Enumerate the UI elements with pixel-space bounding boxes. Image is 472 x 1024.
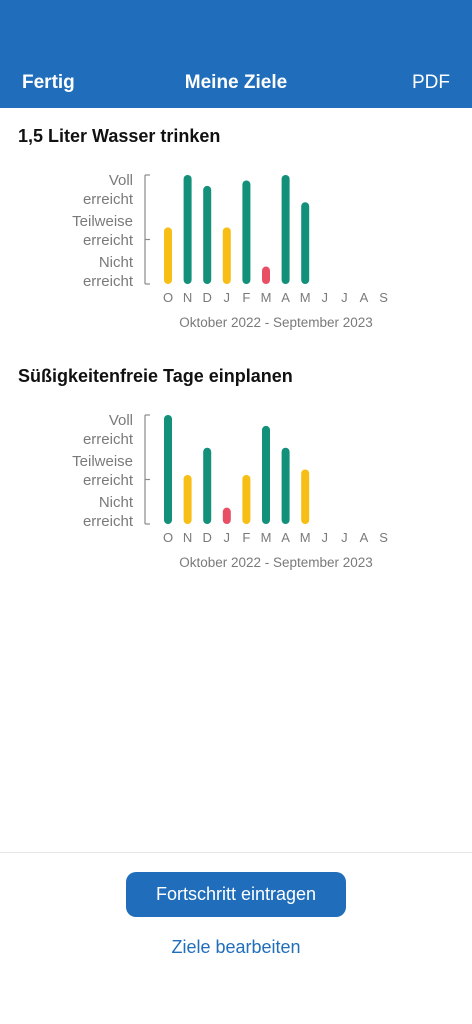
period-label: Oktober 2022 - September 2023 — [179, 555, 373, 570]
bar-full — [242, 180, 251, 284]
x-axis-label: J — [322, 290, 329, 305]
navigation-bar: Fertig Meine Ziele PDF — [0, 0, 472, 108]
period-label: Oktober 2022 - September 2023 — [179, 315, 373, 330]
bar-partial — [222, 227, 231, 284]
x-axis-label: D — [203, 290, 212, 305]
goal-title-water: 1,5 Liter Wasser trinken — [18, 126, 221, 146]
y-axis-label: erreicht — [83, 232, 134, 249]
bar-full — [281, 447, 290, 524]
pdf-button[interactable]: PDF — [412, 72, 450, 93]
x-axis-label: J — [224, 530, 231, 545]
x-axis-label: M — [300, 530, 311, 545]
x-axis-label: A — [360, 290, 369, 305]
x-axis-label: M — [261, 290, 272, 305]
x-axis-label: S — [379, 290, 388, 305]
bar-chart: Voll erreicht Teilweise erreicht Nicht erreic… — [72, 172, 388, 330]
bar-full — [164, 415, 172, 524]
x-axis-label: N — [183, 530, 192, 545]
x-axis-label: O — [163, 290, 173, 305]
bar-full — [262, 425, 270, 524]
goal-chart-sweets: Voll erreicht Teilweise erreicht Nicht erreic… — [0, 405, 472, 595]
x-axis-label: D — [203, 530, 212, 545]
bar-partial — [242, 474, 251, 524]
x-axis-label: F — [242, 290, 250, 305]
x-axis-label: J — [341, 290, 348, 305]
edit-goals-link[interactable]: Ziele bearbeiten — [171, 937, 301, 957]
x-axis-label: M — [261, 530, 272, 545]
y-axis-label: Voll — [109, 172, 133, 189]
y-axis-label: erreicht — [83, 273, 134, 290]
goal-title-sweets: Süßigkeitenfreie Tage einplanen — [18, 366, 293, 386]
bar-partial — [301, 469, 310, 524]
x-axis-label: N — [183, 290, 192, 305]
x-axis-label: F — [242, 530, 250, 545]
done-button[interactable]: Fertig — [22, 72, 75, 93]
bar-full — [183, 175, 192, 284]
x-axis-label: A — [360, 530, 369, 545]
goal-chart-water: Voll erreicht Teilweise erreicht Nicht erreic… — [0, 165, 472, 355]
x-axis-label: J — [322, 530, 329, 545]
bar-none — [222, 507, 231, 524]
bar-partial — [183, 474, 192, 524]
x-axis-label: A — [281, 290, 290, 305]
bar-full — [203, 447, 212, 524]
bar-full — [301, 202, 310, 284]
bar-full — [281, 175, 290, 284]
x-axis-label: M — [300, 290, 311, 305]
bar-full — [203, 185, 212, 284]
x-axis-label: J — [224, 290, 231, 305]
y-axis-label: erreicht — [83, 191, 134, 208]
x-axis-label: O — [163, 530, 173, 545]
y-axis-label: Teilweise — [72, 213, 133, 230]
bar-chart: Voll erreicht Teilweise erreicht Nicht erreic… — [72, 412, 388, 570]
x-axis-label: J — [341, 530, 348, 545]
y-axis-label: erreicht — [83, 513, 134, 530]
footer: Fortschritt eintragen Ziele bearbeiten — [0, 852, 472, 1024]
y-axis-label: Voll — [109, 412, 133, 429]
x-axis-label: S — [379, 530, 388, 545]
x-axis-label: A — [281, 530, 290, 545]
log-progress-button[interactable]: Fortschritt eintragen — [126, 872, 346, 917]
bar-none — [262, 266, 270, 284]
y-axis-label: Nicht — [99, 494, 134, 511]
y-axis-label: erreicht — [83, 431, 134, 448]
y-axis-label: Nicht — [99, 254, 134, 271]
y-axis-label: erreicht — [83, 472, 134, 489]
y-axis-label: Teilweise — [72, 453, 133, 470]
bar-partial — [164, 227, 172, 284]
